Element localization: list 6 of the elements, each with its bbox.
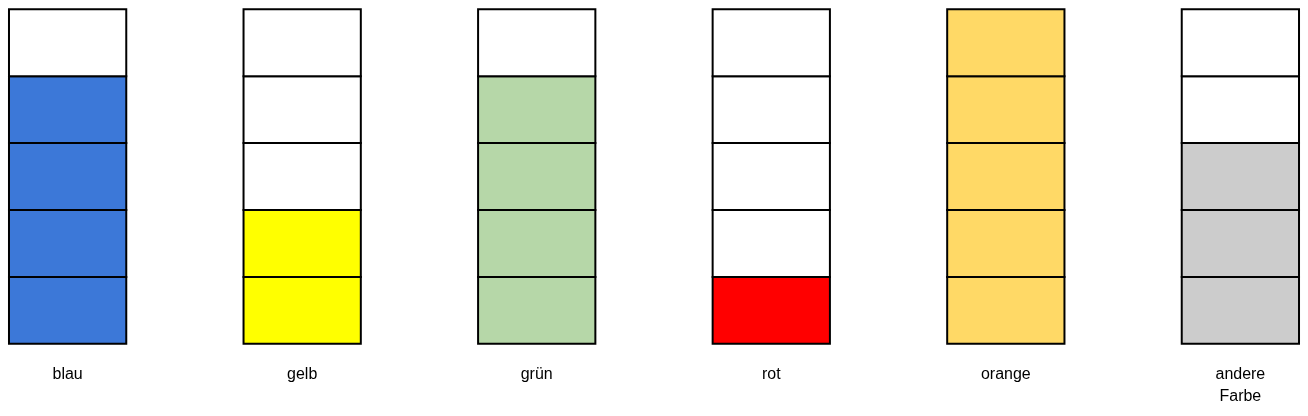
x-tick-label: grün <box>520 365 553 383</box>
x-tick-label: andere Farbe <box>1215 365 1266 405</box>
x-tick-label: blau <box>52 365 83 383</box>
x-tick-label: rot <box>761 365 782 383</box>
x-tick-label: orange <box>980 365 1031 383</box>
x-tick-label: gelb <box>287 365 318 383</box>
